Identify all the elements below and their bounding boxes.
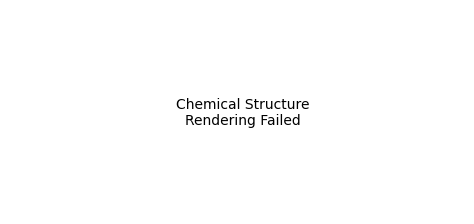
Text: Chemical Structure
Rendering Failed: Chemical Structure Rendering Failed xyxy=(176,98,310,128)
